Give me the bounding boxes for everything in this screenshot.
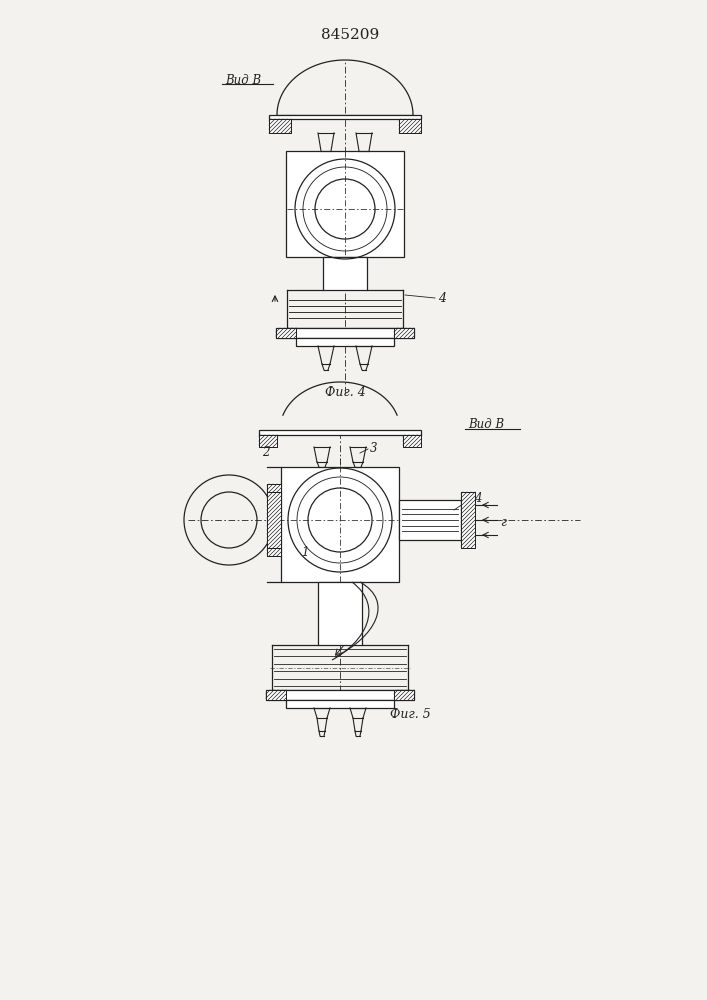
Bar	[394, 690, 414, 700]
Text: Фиг. 5: Фиг. 5	[390, 708, 431, 720]
Text: Вид В: Вид В	[468, 418, 504, 432]
Bar	[266, 690, 414, 700]
Bar	[461, 492, 475, 548]
Bar	[276, 328, 296, 338]
Bar	[266, 690, 286, 700]
Bar	[318, 582, 362, 645]
Text: 4: 4	[438, 292, 446, 304]
Bar	[323, 257, 367, 290]
Bar	[394, 328, 414, 338]
Bar	[394, 690, 414, 700]
Text: 3: 3	[370, 442, 378, 456]
Bar	[403, 435, 421, 447]
Bar	[266, 690, 286, 700]
Text: 845209: 845209	[321, 28, 379, 42]
Text: 4: 4	[474, 491, 481, 504]
Bar	[276, 328, 296, 338]
Bar	[259, 435, 277, 447]
Bar	[286, 700, 394, 708]
Text: Фиг. 4: Фиг. 4	[325, 386, 366, 399]
Bar	[267, 484, 281, 492]
Bar	[267, 492, 281, 548]
Bar	[276, 328, 414, 338]
Bar	[267, 492, 281, 548]
Bar	[267, 548, 281, 556]
Bar	[269, 119, 291, 133]
Bar	[394, 328, 414, 338]
Bar	[296, 338, 394, 346]
Bar	[259, 430, 421, 435]
Bar	[461, 492, 475, 548]
Text: 2: 2	[262, 446, 269, 458]
Text: Вид В: Вид В	[225, 74, 261, 87]
Bar	[399, 500, 461, 540]
Bar	[267, 484, 281, 492]
Bar	[399, 119, 421, 133]
Bar	[269, 115, 421, 119]
Text: г: г	[500, 516, 506, 528]
Bar	[399, 119, 421, 133]
Bar	[286, 151, 404, 257]
Bar	[403, 435, 421, 447]
Text: 1: 1	[301, 546, 309, 558]
Bar	[281, 467, 399, 582]
Bar	[267, 548, 281, 556]
Bar	[259, 435, 277, 447]
Bar	[269, 119, 291, 133]
